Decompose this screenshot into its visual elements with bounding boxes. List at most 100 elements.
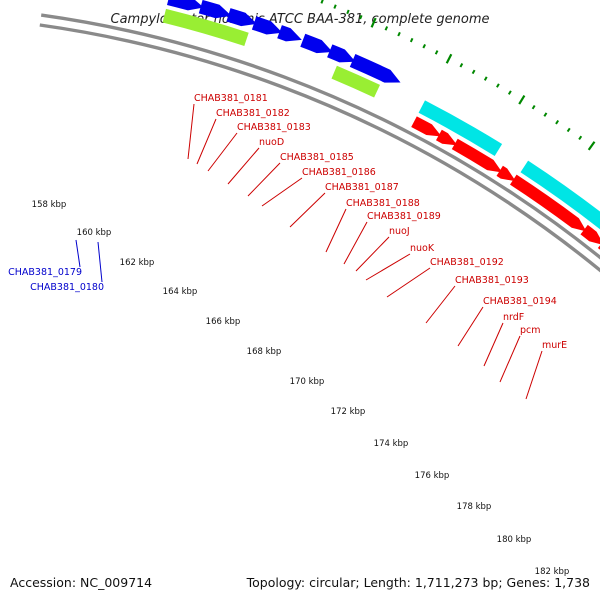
scale-label: 166 kbp: [206, 317, 241, 327]
gene-arc: [167, 0, 204, 11]
forward-gene-label[interactable]: nrdF: [503, 312, 524, 323]
tick-mark: [359, 15, 363, 20]
gene-arc: [349, 54, 401, 83]
scale-label: 158 kbp: [32, 200, 67, 210]
gene-arc: [331, 65, 380, 98]
forward-gene-label[interactable]: nuoD: [259, 137, 284, 148]
tick-mark: [459, 63, 464, 68]
tick-mark: [483, 76, 488, 81]
gene-arc: [436, 129, 458, 146]
gene-labels: CHAB381_0181 CHAB381_0182 CHAB381_0183 nuoD…: [8, 93, 567, 400]
forward-gene-label[interactable]: CHAB381_0189: [367, 211, 441, 222]
tick-mark: [445, 53, 453, 64]
label-leader-line: [247, 162, 281, 197]
backbone-line: [40, 13, 600, 260]
label-leader-line: [75, 239, 81, 268]
gene-arc: [451, 138, 503, 173]
label-leader-line: [196, 118, 217, 165]
tick-mark: [566, 127, 571, 133]
topology-text: Topology: circular; Length: 1,711,273 bp…: [246, 575, 590, 590]
reverse-gene-label[interactable]: CHAB381_0179: [8, 267, 82, 278]
tick-mark: [370, 17, 377, 28]
label-leader-line: [355, 236, 390, 272]
forward-gene-label[interactable]: murE: [542, 340, 567, 351]
gene-arc: [496, 165, 516, 182]
gene-arc: [226, 8, 257, 27]
label-leader-line: [365, 253, 411, 281]
reverse-gene-label[interactable]: CHAB381_0180: [30, 282, 104, 293]
forward-gene-label[interactable]: nuoK: [410, 243, 435, 254]
label-leader-line: [261, 177, 303, 207]
gene-arc: [510, 174, 587, 232]
tick-mark: [422, 43, 426, 49]
gene-arc: [251, 16, 283, 35]
forward-gene-label[interactable]: CHAB381_0181: [194, 93, 268, 104]
scale-label: 160 kbp: [77, 228, 112, 238]
label-leader-line: [187, 103, 195, 160]
label-leader-line: [325, 208, 347, 253]
forward-gene-label[interactable]: CHAB381_0193: [455, 275, 529, 286]
accession-text: Accession: NC_009714: [10, 575, 152, 590]
scale-label: 164 kbp: [163, 287, 198, 297]
tick-mark: [320, 0, 324, 4]
tick-mark: [333, 4, 337, 9]
forward-gene-label[interactable]: CHAB381_0187: [325, 182, 399, 193]
backbone-track: [39, 13, 600, 273]
scale-label: 176 kbp: [415, 471, 450, 481]
label-leader-line: [343, 221, 368, 265]
gene-arc: [418, 100, 503, 156]
scale-label: 170 kbp: [290, 377, 325, 387]
gene-arc: [597, 245, 600, 250]
gene-arc: [411, 116, 442, 137]
tick-mark: [496, 83, 500, 88]
tick-mark: [507, 90, 512, 95]
forward-gene-label[interactable]: CHAB381_0185: [280, 152, 354, 163]
forward-gene-label[interactable]: nuoJ: [389, 226, 410, 237]
tick-mark: [518, 95, 526, 105]
tick-mark: [471, 69, 476, 75]
scale-label: 180 kbp: [497, 535, 532, 545]
tick-mark: [555, 119, 560, 125]
scale-labels: 158 kbp 160 kbp 162 kbp 164 kbp 166 kbp 168 k…: [32, 200, 570, 577]
gene-arc: [580, 224, 600, 245]
forward-gene-label[interactable]: CHAB381_0188: [346, 198, 420, 209]
forward-gene-label[interactable]: pcm: [520, 325, 541, 336]
label-leader-line: [425, 285, 456, 324]
forward-gene-label[interactable]: CHAB381_0194: [483, 296, 557, 307]
label-leader-line: [207, 132, 238, 172]
scale-label: 182 kbp: [535, 567, 570, 577]
tick-mark: [346, 9, 350, 15]
backbone-line: [39, 23, 600, 273]
label-leader-line: [525, 350, 543, 400]
label-leader-line: [386, 267, 431, 298]
gene-arc: [198, 0, 232, 19]
gene-arc: [162, 8, 249, 46]
gene-arc: [277, 25, 302, 42]
tick-mark: [397, 31, 401, 37]
label-leader-line: [227, 147, 260, 185]
scale-label: 178 kbp: [457, 502, 492, 512]
label-leader-line: [457, 306, 484, 347]
scale-label: 168 kbp: [247, 347, 282, 357]
scale-label: 172 kbp: [331, 407, 366, 417]
label-leader-line: [483, 322, 504, 367]
tick-mark: [409, 37, 414, 43]
gene-arc: [300, 33, 333, 54]
tick-mark: [384, 26, 389, 31]
scale-label: 174 kbp: [374, 439, 409, 449]
tick-mark: [434, 50, 439, 55]
scale-label: 162 kbp: [120, 258, 155, 268]
forward-gene-label[interactable]: CHAB381_0183: [237, 122, 311, 133]
label-leader-line: [499, 335, 521, 383]
tick-mark: [578, 135, 583, 140]
forward-gene-label[interactable]: CHAB381_0192: [430, 257, 504, 268]
gene-features: [162, 0, 600, 250]
label-leader-line: [289, 192, 326, 228]
label-leader-line: [97, 241, 103, 283]
forward-gene-label[interactable]: CHAB381_0182: [216, 108, 290, 119]
forward-gene-label[interactable]: CHAB381_0186: [302, 167, 376, 178]
tick-mark: [587, 141, 596, 151]
tick-mark: [543, 112, 548, 117]
